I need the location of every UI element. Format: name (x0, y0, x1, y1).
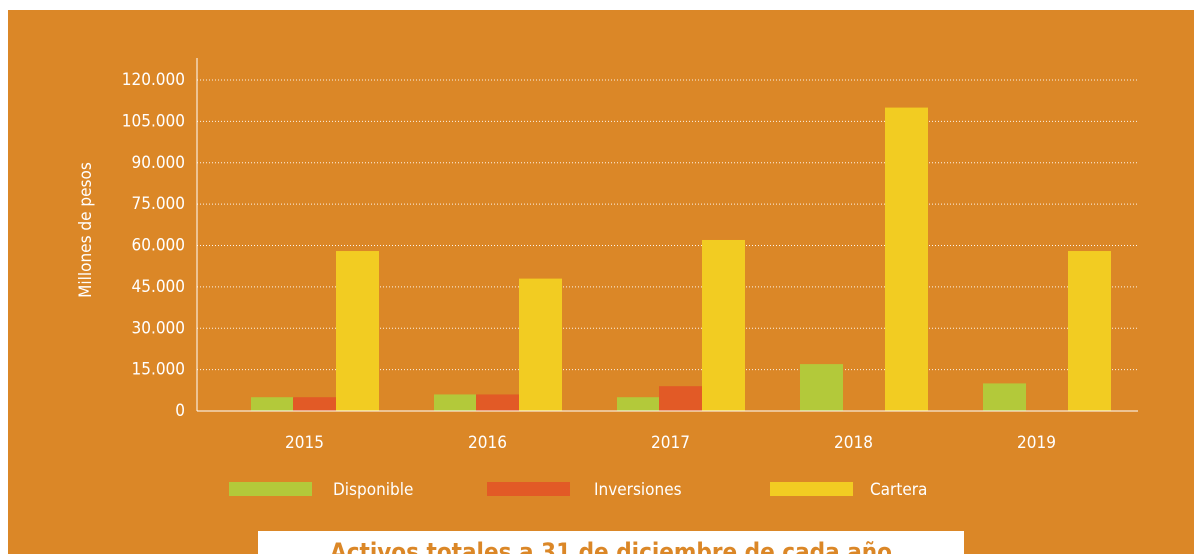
legend-swatch (229, 482, 312, 496)
chart-title: Activos totales a 31 de diciembre de cad… (330, 538, 892, 554)
bar (434, 394, 477, 411)
bar (983, 383, 1026, 411)
bar (617, 397, 660, 411)
y-tick-label: 15.000 (132, 360, 186, 380)
bar (1068, 251, 1111, 411)
y-tick-label: 0 (175, 401, 185, 421)
bar (293, 397, 336, 411)
y-tick-label: 105.000 (122, 111, 185, 131)
x-tick-label: 2018 (834, 433, 873, 453)
y-tick-label: 45.000 (132, 277, 186, 297)
y-tick-label: 75.000 (132, 194, 186, 214)
bar (336, 251, 379, 411)
title-box (258, 531, 964, 554)
bar (702, 239, 745, 411)
bar (885, 107, 928, 411)
bar (251, 397, 294, 411)
x-tick-label: 2016 (468, 433, 507, 453)
y-tick-label: 120.000 (122, 70, 185, 90)
x-tick-label: 2019 (1017, 433, 1056, 453)
legend-label: Inversiones (594, 480, 682, 500)
legend-label: Cartera (870, 480, 927, 500)
y-tick-label: 60.000 (132, 236, 186, 256)
chart-background (8, 10, 1194, 554)
y-tick-label: 90.000 (132, 153, 186, 173)
legend-swatch (770, 482, 853, 496)
bar (659, 386, 702, 411)
bar (800, 364, 843, 411)
y-tick-label: 30.000 (132, 318, 186, 338)
y-axis-label: Millones de pesos (76, 162, 96, 298)
x-tick-label: 2017 (651, 433, 690, 453)
x-tick-label: 2015 (285, 433, 324, 453)
legend-swatch (487, 482, 570, 496)
bar (519, 278, 562, 411)
legend-label: Disponible (333, 480, 413, 500)
bar (476, 394, 519, 411)
